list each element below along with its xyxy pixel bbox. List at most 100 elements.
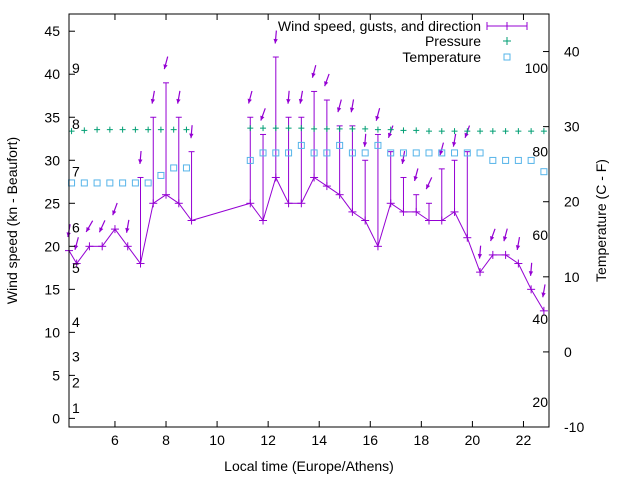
wind-line-segment <box>275 177 290 204</box>
temperature-point <box>310 149 318 157</box>
y-axis-label: Wind speed (kn - Beaufort) <box>4 137 20 304</box>
wind-point <box>149 199 158 208</box>
wind-point <box>174 199 183 208</box>
pressure-point <box>81 127 88 134</box>
wind-direction-arrow <box>74 237 79 250</box>
wind-arrow-head <box>298 98 304 104</box>
wind-arrow-head <box>362 142 368 147</box>
beaufort-label-7: 7 <box>72 163 80 179</box>
wind-arrow-head <box>528 271 534 276</box>
temperature-point <box>514 156 522 164</box>
temperature-point <box>131 179 139 187</box>
wind-arrow-head <box>125 227 130 233</box>
wind-line-segment <box>377 203 392 247</box>
wind-direction-arrow <box>400 150 406 164</box>
y-tick-label-20: 20 <box>44 238 60 254</box>
wind-arrow-head <box>375 115 380 121</box>
wind-direction-arrow <box>362 133 368 147</box>
y-tick-label-35: 35 <box>44 109 60 125</box>
pressure-point <box>157 126 164 133</box>
y-tick-label-15: 15 <box>44 281 60 297</box>
legend-label-0: Wind speed, gusts, and direction <box>278 18 481 34</box>
temperature-point <box>476 149 484 157</box>
wind-point <box>162 190 171 199</box>
y-tick-label-30: 30 <box>44 152 60 168</box>
wind-direction-arrow <box>298 90 304 104</box>
wind-arrow-head <box>86 226 91 232</box>
wind-line-segment <box>326 185 340 196</box>
pressure-point <box>374 126 381 133</box>
beaufort-label-2: 2 <box>72 374 80 390</box>
pressure-point <box>477 128 484 135</box>
wind-point <box>373 242 382 251</box>
wind-line-segment <box>178 202 192 221</box>
wind-arrow-head <box>337 107 342 113</box>
y-tick-label-5: 5 <box>52 367 60 383</box>
wind-direction-arrow <box>189 125 194 139</box>
wind-line-segment <box>152 194 167 204</box>
temperature-point <box>399 149 407 157</box>
wind-arrow-head <box>515 245 521 250</box>
temperature-point <box>425 149 433 157</box>
temperature-point <box>272 149 280 157</box>
wind-point <box>386 199 395 208</box>
x-tick-label-14: 14 <box>311 432 327 448</box>
temperature-point <box>348 149 356 157</box>
temperature-point <box>182 164 190 172</box>
beaufort-label-3: 3 <box>72 348 80 364</box>
wind-direction-arrow <box>452 133 457 147</box>
chart-marks <box>65 30 548 315</box>
wind-arrow-head <box>189 133 194 139</box>
wind-direction-arrow <box>439 142 445 156</box>
wind-arrow-head <box>324 81 329 87</box>
fahrenheit-label-80: 80 <box>532 143 548 159</box>
wind-point <box>361 216 370 225</box>
wind-direction-arrow <box>324 73 330 87</box>
pressure-point <box>183 126 190 133</box>
temperature-point <box>246 156 254 164</box>
wind-point <box>412 207 421 216</box>
pressure-point <box>106 126 113 133</box>
wind-arrow-head <box>74 244 79 250</box>
wind-arrow-head <box>541 292 546 298</box>
wind-direction-arrow <box>425 177 433 190</box>
wind-direction-arrow <box>85 220 94 233</box>
pressure-point <box>426 128 432 135</box>
pressure-point <box>540 128 547 135</box>
wind-direction-arrow <box>337 99 342 113</box>
x-tick-label-18: 18 <box>414 432 430 448</box>
temperature-point <box>80 179 88 187</box>
pressure-point <box>413 127 420 134</box>
temperature-point <box>387 149 395 157</box>
temperature-point <box>259 149 267 157</box>
temperature-point <box>451 149 459 157</box>
wind-line-segment <box>76 246 90 264</box>
pressure-point <box>502 128 509 135</box>
beaufort-label-4: 4 <box>72 314 80 330</box>
temperature-point <box>157 171 165 179</box>
x-tick-label-16: 16 <box>362 432 378 448</box>
wind-line-segment <box>127 246 141 264</box>
y2-tick-label-40: 40 <box>564 44 580 60</box>
wind-line-segment <box>479 254 494 273</box>
wind-arrow-head <box>150 98 156 104</box>
wind-direction-arrow <box>490 228 496 242</box>
wind-line-segment <box>364 220 379 247</box>
pressure-point <box>336 125 343 132</box>
wind-arrow-head <box>176 98 181 104</box>
wind-point <box>437 216 446 225</box>
wind-direction-arrow <box>477 245 483 259</box>
pressure-point <box>400 127 407 134</box>
temperature-point <box>144 179 152 187</box>
wind-line-segment <box>441 211 455 221</box>
wind-point <box>399 207 408 216</box>
wind-arrow-head <box>311 72 316 78</box>
wind-arrow-head <box>413 176 418 181</box>
wind-direction-arrow <box>247 90 253 104</box>
beaufort-label-8: 8 <box>72 116 80 132</box>
pressure-point <box>285 125 292 132</box>
wind-point <box>463 233 472 242</box>
wind-point <box>187 216 196 225</box>
wind-arrow-head <box>400 159 406 164</box>
